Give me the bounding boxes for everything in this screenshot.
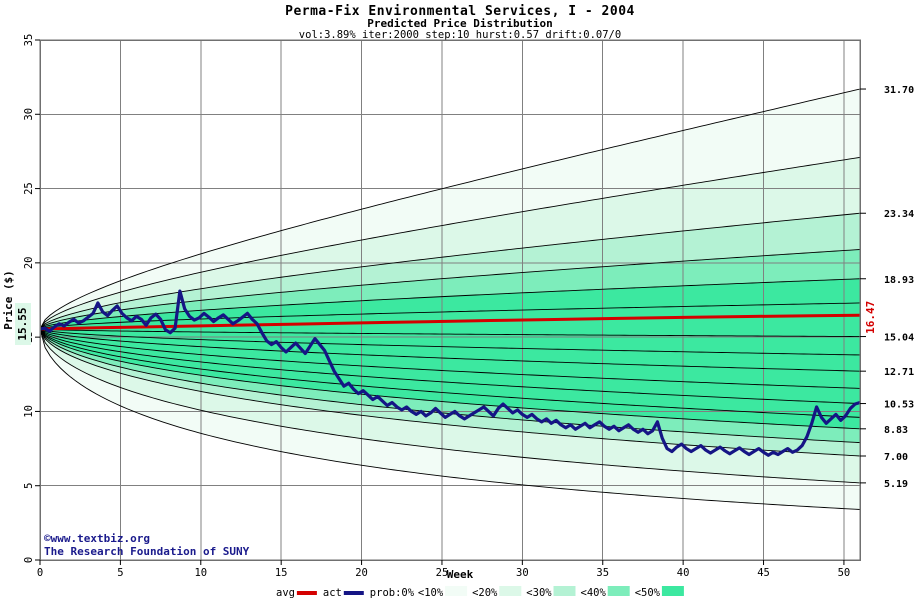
credit-line-1: ©www.textbiz.org	[44, 532, 150, 545]
y-axis-title: Price ($)	[2, 270, 15, 330]
x-tick-label: 5	[117, 567, 123, 579]
right-label: 7.00	[884, 452, 908, 463]
x-tick-label: 45	[757, 567, 770, 579]
y-tick-label: 25	[23, 182, 35, 195]
y-tick-label: 30	[23, 108, 35, 121]
right-label: 31.70	[884, 85, 914, 96]
legend-label: <20%	[472, 587, 498, 599]
right-label-avg: 16.47	[864, 301, 877, 334]
start-price-highlight	[15, 303, 31, 345]
x-tick-label: 30	[516, 567, 529, 579]
y-tick-label: 20	[23, 257, 35, 270]
start-price-value: 15.55	[16, 307, 29, 340]
x-tick-label: 40	[677, 567, 690, 579]
x-tick-label: 35	[596, 567, 609, 579]
quantile-curves	[40, 88, 860, 510]
x-tick-label: 0	[37, 567, 43, 579]
right-label: 8.83	[884, 425, 908, 436]
right-label: 18.93	[884, 275, 914, 286]
legend-label: avg	[276, 587, 295, 599]
credit-line-2: The Research Foundation of SUNY	[44, 545, 250, 558]
y-tick-label: 0	[23, 557, 35, 563]
x-tick-label: 20	[355, 567, 368, 579]
legend-label: <40%	[581, 587, 607, 599]
chart-title: Perma-Fix Environmental Services, I - 20…	[285, 4, 635, 19]
right-label: 10.53	[884, 400, 914, 411]
x-axis-title: Week	[447, 568, 474, 581]
legend-label: <30%	[526, 587, 552, 599]
x-tick-label: 15	[275, 567, 288, 579]
legend-label: <10%	[418, 587, 444, 599]
y-tick-label: 35	[23, 34, 35, 47]
right-axis-labels: 31.70 23.34 18.93 16.47 15.04 12.71 10.53 8.83 7…	[860, 85, 914, 490]
legend-label: <50%	[635, 587, 661, 599]
legend-label: act	[323, 587, 342, 599]
legend-color-swatch	[607, 586, 630, 596]
right-label: 5.19	[884, 479, 908, 490]
legend-color-swatch	[499, 586, 522, 596]
legend-label: prob:0%	[370, 587, 415, 599]
x-axis-ticks: 0 5 10 15 20 25 30 35 40 45 50	[37, 560, 850, 579]
chart-subtitle: Predicted Price Distribution	[367, 17, 552, 30]
plot-frame	[39, 39, 861, 561]
x-tick-label: 25	[436, 567, 449, 579]
y-tick-label: 10	[23, 405, 35, 418]
right-label: 15.04	[884, 333, 914, 344]
start-price-label: 15.55	[15, 303, 31, 345]
y-tick-label: 5	[23, 483, 35, 489]
price-series	[40, 289, 860, 457]
legend-color-swatch	[553, 586, 576, 596]
probability-bands	[40, 89, 860, 510]
chart-parameters: vol:3.89% iter:2000 step:10 hurst:0.57 d…	[299, 29, 621, 41]
x-tick-label: 50	[838, 567, 851, 579]
x-tick-label: 10	[194, 567, 207, 579]
legend-color-swatch	[445, 586, 468, 596]
right-label: 23.34	[884, 209, 914, 220]
chart-legend: avg act prob:0% <10% <20% <30% <40% <50%	[276, 586, 684, 599]
right-label: 12.71	[884, 367, 914, 378]
legend-color-swatch	[661, 586, 684, 596]
